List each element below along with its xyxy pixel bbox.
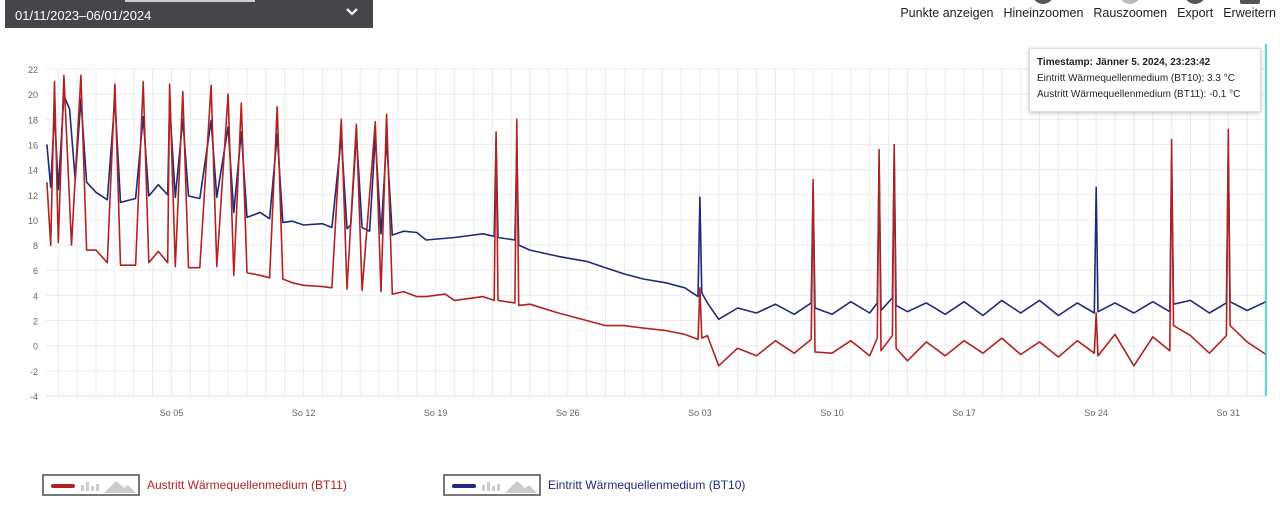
chart-tooltip: Timestamp: Jänner 5. 2024, 23:23:42 Eint… <box>1029 48 1261 112</box>
export-icon <box>1184 0 1207 4</box>
y-tick-label: 0 <box>33 342 38 352</box>
area-chart-icon <box>505 481 537 493</box>
y-tick-label: -2 <box>30 367 38 377</box>
expand-icon <box>1239 0 1260 4</box>
show-points-button[interactable]: Punkte anzeigen <box>900 6 993 20</box>
y-tick-label: 18 <box>28 115 38 125</box>
expand-label: Erweitern <box>1223 6 1276 20</box>
line-chart[interactable]: -4 -2 0 2 4 6 8 10 12 14 16 18 20 22 So 05 So 12 So 19 So… <box>0 44 1280 424</box>
legend-label-bt11: Austritt Wärmequellenmedium (BT11) <box>147 478 347 492</box>
date-range-value: 01/11/2023–06/01/2024 <box>15 8 152 23</box>
x-tick-label: So 26 <box>556 408 580 418</box>
y-tick-label: -4 <box>30 392 38 402</box>
series-line <box>46 74 1267 367</box>
chevron-down-icon <box>346 8 358 16</box>
line-icon <box>452 484 476 488</box>
zoom-out-button[interactable]: Rauszoomen <box>1093 0 1168 20</box>
zoom-in-label: Hineinzoomen <box>1003 6 1084 20</box>
y-tick-label: 2 <box>33 317 38 327</box>
show-points-label: Punkte anzeigen <box>900 6 994 20</box>
x-tick-label: So 05 <box>160 408 184 418</box>
y-tick-label: 20 <box>28 90 38 100</box>
zoom-out-icon <box>1119 0 1142 4</box>
bar-chart-icon <box>81 482 99 491</box>
zoom-in-icon <box>1032 0 1055 4</box>
expand-button[interactable]: Erweitern <box>1223 0 1276 20</box>
x-tick-label: So 24 <box>1084 408 1108 418</box>
legend-label-bt10: Eintritt Wärmequellenmedium (BT10) <box>548 478 746 492</box>
tooltip-line-bt11: Austritt Wärmequellenmedium (BT11): -0.1… <box>1037 89 1241 100</box>
y-tick-label: 22 <box>28 65 38 75</box>
area-chart-icon <box>104 481 136 493</box>
x-tick-label: So 03 <box>688 408 712 418</box>
y-tick-label: 14 <box>28 166 38 176</box>
date-range-underline <box>125 0 255 2</box>
y-tick-label: 6 <box>33 266 38 276</box>
export-button[interactable]: Export <box>1177 0 1214 20</box>
legend-swatch-bt10 <box>443 474 541 496</box>
bar-chart-icon <box>482 482 500 491</box>
x-tick-label: So 17 <box>952 408 976 418</box>
legend-swatch-bt11 <box>42 474 140 496</box>
chart-toolbar: Punkte anzeigen Hineinzoomen Rauszoomen … <box>900 0 1276 20</box>
x-tick-label: So 31 <box>1216 408 1240 418</box>
zoom-in-button[interactable]: Hineinzoomen <box>1003 0 1084 20</box>
x-tick-label: So 12 <box>292 408 316 418</box>
tooltip-timestamp: Timestamp: Jänner 5. 2024, 23:23:42 <box>1037 57 1211 68</box>
legend-item-bt10[interactable]: Eintritt Wärmequellenmedium (BT10) <box>443 474 745 496</box>
y-tick-label: 10 <box>28 216 38 226</box>
x-tick-label: So 10 <box>820 408 844 418</box>
date-range-select[interactable]: 01/11/2023–06/01/2024 <box>5 0 373 28</box>
y-tick-label: 4 <box>33 291 38 301</box>
line-icon <box>51 484 75 488</box>
tooltip-line-bt10: Eintritt Wärmequellenmedium (BT10): 3.3 … <box>1037 73 1235 84</box>
y-tick-label: 12 <box>28 191 38 201</box>
y-tick-label: 8 <box>33 241 38 251</box>
y-tick-label: 16 <box>28 140 38 150</box>
x-tick-label: So 19 <box>424 408 448 418</box>
zoom-out-label: Rauszoomen <box>1093 6 1168 20</box>
export-label: Export <box>1177 6 1214 20</box>
legend-item-bt11[interactable]: Austritt Wärmequellenmedium (BT11) <box>42 474 347 496</box>
